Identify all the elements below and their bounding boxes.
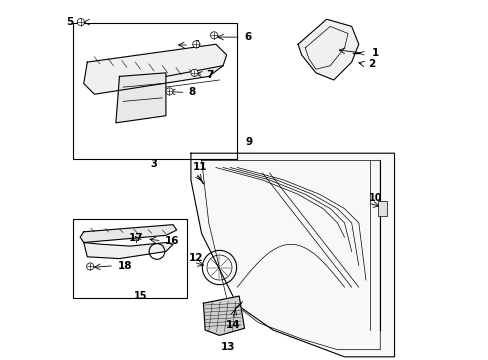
Text: 16: 16	[165, 236, 179, 246]
Circle shape	[192, 41, 200, 48]
Polygon shape	[83, 243, 173, 258]
Text: 6: 6	[244, 32, 251, 42]
Text: 12: 12	[189, 253, 203, 263]
Text: 7: 7	[206, 69, 213, 80]
Polygon shape	[190, 153, 394, 357]
Bar	[73, 219, 187, 298]
Text: 17: 17	[128, 233, 142, 243]
Text: 11: 11	[192, 162, 207, 172]
Text: 14: 14	[225, 320, 240, 330]
Polygon shape	[83, 44, 226, 94]
Text: 5: 5	[66, 17, 74, 27]
Polygon shape	[80, 225, 176, 243]
Circle shape	[165, 88, 173, 95]
Circle shape	[77, 18, 84, 26]
Text: 18: 18	[118, 261, 132, 271]
Text: 9: 9	[244, 138, 252, 148]
Circle shape	[86, 263, 94, 270]
Polygon shape	[298, 19, 358, 80]
Circle shape	[210, 32, 217, 39]
Text: 2: 2	[367, 59, 374, 69]
Text: 10: 10	[368, 193, 382, 203]
Text: 1: 1	[370, 48, 378, 58]
Bar	[73, 23, 237, 158]
Polygon shape	[116, 73, 165, 123]
Text: 13: 13	[221, 342, 235, 352]
Text: 4: 4	[192, 40, 200, 50]
Circle shape	[190, 69, 198, 76]
Text: 15: 15	[134, 291, 147, 301]
Text: 8: 8	[188, 87, 195, 98]
Text: 3: 3	[150, 159, 157, 169]
Polygon shape	[203, 296, 244, 336]
Bar	[378, 202, 386, 216]
